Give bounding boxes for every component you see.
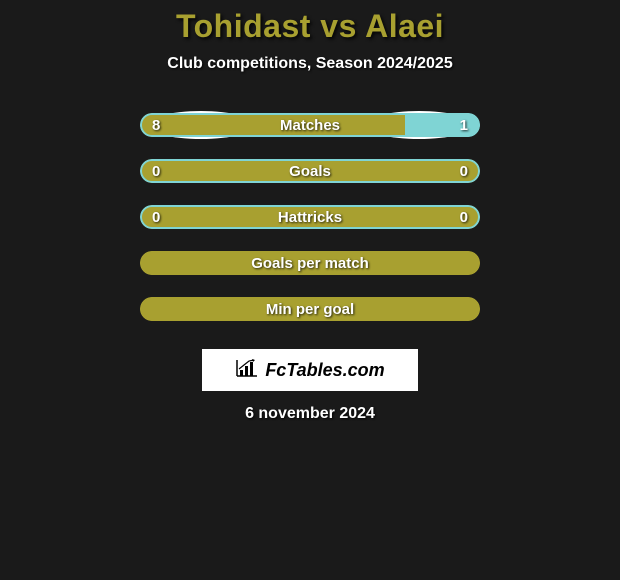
subtitle: Club competitions, Season 2024/2025 <box>167 55 452 73</box>
stat-label: Matches <box>140 117 480 134</box>
stat-bar: 81Matches <box>140 113 480 137</box>
stat-bar: 00Hattricks <box>140 205 480 229</box>
stat-label: Hattricks <box>140 209 480 226</box>
stat-bar: Goals per match <box>140 251 480 275</box>
date-label: 6 november 2024 <box>245 405 375 423</box>
stat-bar: 00Goals <box>140 159 480 183</box>
stat-bars-region: 81Matches 00Goals 00Hattricks Goals per mat… <box>140 113 480 343</box>
bar-chart-icon <box>235 358 259 383</box>
stat-row: Min per goal <box>140 297 480 321</box>
logo: FcTables.com <box>235 358 384 383</box>
stat-row: 00Goals <box>140 159 480 183</box>
stat-row: 81Matches <box>140 113 480 137</box>
logo-text: FcTables.com <box>265 360 384 381</box>
stat-label: Min per goal <box>140 301 480 318</box>
stat-label: Goals per match <box>140 255 480 272</box>
logo-box: FcTables.com <box>202 349 418 391</box>
stat-row: 00Hattricks <box>140 205 480 229</box>
stat-label: Goals <box>140 163 480 180</box>
stat-bar: Min per goal <box>140 297 480 321</box>
comparison-infographic: Tohidast vs Alaei Club competitions, Sea… <box>0 0 620 580</box>
page-title: Tohidast vs Alaei <box>176 8 444 45</box>
stat-row: Goals per match <box>140 251 480 275</box>
